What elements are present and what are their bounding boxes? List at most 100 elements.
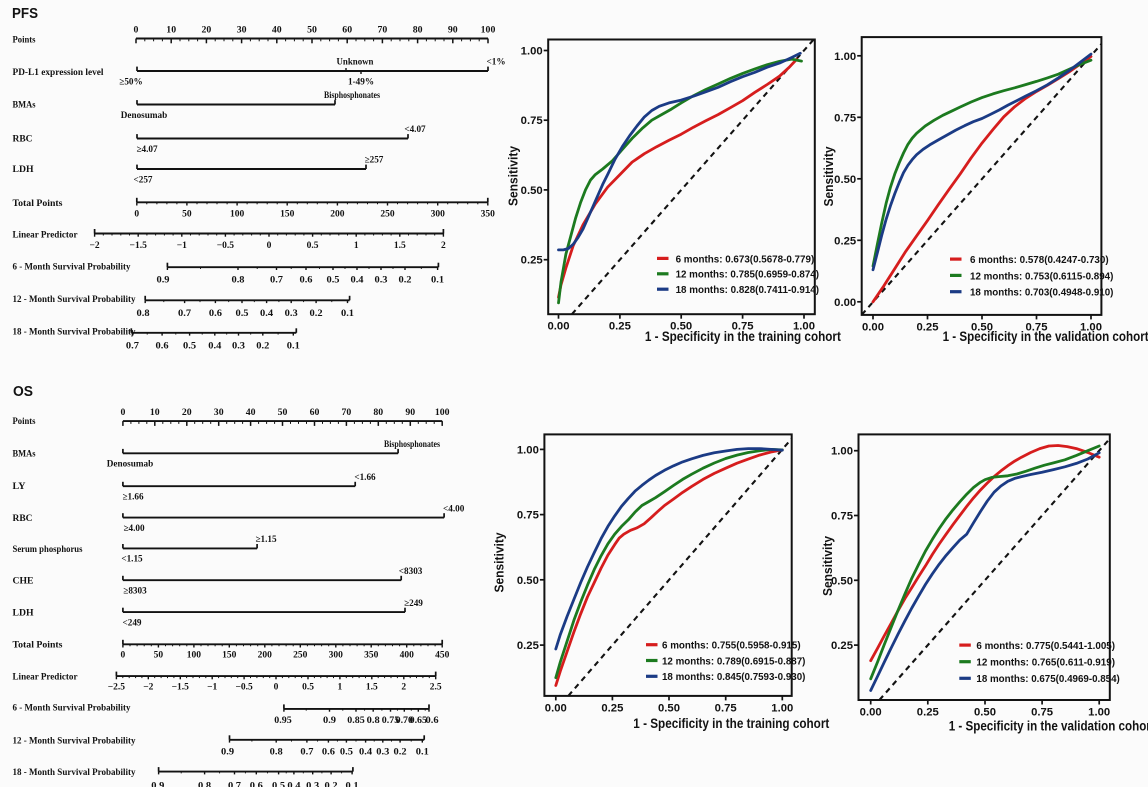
svg-text:<1%: <1% — [487, 57, 506, 67]
svg-text:1: 1 — [338, 683, 343, 693]
svg-text:0.75: 0.75 — [1026, 321, 1048, 333]
svg-text:70: 70 — [342, 407, 352, 418]
svg-text:1.00: 1.00 — [771, 702, 793, 714]
svg-text:1 - Specificity in the trainin: 1 - Specificity in the training cohort — [633, 716, 829, 731]
svg-text:Denosumab: Denosumab — [121, 110, 167, 120]
svg-text:200: 200 — [258, 651, 273, 661]
svg-text:0.1: 0.1 — [346, 782, 359, 788]
svg-text:<257: <257 — [133, 174, 152, 184]
svg-text:0.75: 0.75 — [521, 115, 543, 127]
svg-text:≥4.07: ≥4.07 — [136, 144, 158, 154]
svg-text:40: 40 — [246, 407, 256, 418]
svg-text:40: 40 — [272, 25, 282, 36]
svg-text:0.50: 0.50 — [971, 321, 993, 333]
svg-text:0: 0 — [134, 210, 139, 220]
svg-text:0.25: 0.25 — [917, 707, 939, 719]
svg-text:0.50: 0.50 — [670, 321, 692, 333]
svg-text:−2: −2 — [90, 241, 100, 251]
svg-text:Bisphosphonates: Bisphosphonates — [324, 90, 380, 100]
svg-text:0.5: 0.5 — [307, 241, 319, 251]
svg-text:60: 60 — [310, 407, 320, 418]
svg-text:90: 90 — [405, 407, 415, 418]
svg-text:Linear Predictor: Linear Predictor — [13, 672, 79, 682]
svg-text:0.5: 0.5 — [272, 782, 285, 788]
svg-text:350: 350 — [364, 651, 379, 661]
svg-text:0.50: 0.50 — [831, 575, 853, 587]
svg-text:LDH: LDH — [13, 608, 35, 618]
svg-text:0.00: 0.00 — [860, 707, 882, 719]
svg-text:0.9: 0.9 — [151, 782, 164, 788]
svg-text:450: 450 — [435, 651, 450, 661]
svg-text:50: 50 — [307, 25, 317, 36]
svg-text:0.5: 0.5 — [326, 276, 339, 286]
svg-text:0.75: 0.75 — [732, 321, 754, 333]
svg-text:Sensitivity: Sensitivity — [507, 146, 521, 206]
svg-text:0: 0 — [121, 651, 126, 661]
svg-text:18 months: 0.675(0.4969-0.854): 18 months: 0.675(0.4969-0.854) — [976, 674, 1119, 685]
svg-text:BMAs: BMAs — [13, 101, 36, 111]
svg-text:20: 20 — [202, 25, 212, 36]
svg-text:0.9: 0.9 — [156, 276, 169, 286]
svg-text:20: 20 — [182, 407, 192, 418]
svg-text:0.7: 0.7 — [300, 747, 313, 757]
svg-text:6 months: 0.578(0.4247-0.730): 6 months: 0.578(0.4247-0.730) — [970, 255, 1109, 266]
svg-text:0: 0 — [274, 683, 279, 693]
svg-text:OS: OS — [13, 384, 33, 400]
svg-text:<8303: <8303 — [399, 566, 423, 576]
svg-text:2: 2 — [441, 241, 446, 251]
svg-text:0.25: 0.25 — [517, 640, 539, 652]
svg-text:0.25: 0.25 — [917, 321, 939, 333]
svg-text:1 - Specificity in the trainin: 1 - Specificity in the training cohort — [645, 329, 841, 344]
svg-text:18 months: 0.828(0.7411-0.914): 18 months: 0.828(0.7411-0.914) — [676, 285, 819, 296]
svg-text:0.70: 0.70 — [396, 716, 414, 726]
svg-text:Linear Predictor: Linear Predictor — [13, 231, 79, 241]
svg-text:<4.07: <4.07 — [404, 124, 426, 134]
svg-text:<1.15: <1.15 — [121, 554, 143, 564]
svg-text:0: 0 — [120, 407, 125, 418]
svg-text:0.6: 0.6 — [250, 782, 263, 788]
svg-text:Total Points: Total Points — [13, 641, 63, 651]
svg-text:−0.5: −0.5 — [217, 241, 235, 251]
svg-text:0.00: 0.00 — [834, 297, 856, 309]
svg-text:90: 90 — [448, 25, 458, 36]
svg-text:0.75: 0.75 — [1031, 707, 1053, 719]
svg-text:0.95: 0.95 — [274, 716, 292, 726]
svg-text:0.50: 0.50 — [834, 174, 856, 186]
svg-text:0.8: 0.8 — [367, 716, 380, 726]
svg-text:1.00: 1.00 — [793, 321, 815, 333]
svg-text:≥249: ≥249 — [404, 598, 423, 608]
svg-text:0.25: 0.25 — [609, 321, 631, 333]
svg-text:0.7: 0.7 — [178, 309, 191, 319]
svg-text:1 - Specificity in the validat: 1 - Specificity in the validation cohort — [943, 329, 1148, 344]
svg-text:0.75: 0.75 — [517, 510, 539, 522]
svg-text:0.6: 0.6 — [322, 747, 335, 757]
svg-text:<249: <249 — [122, 617, 141, 627]
svg-text:0.6: 0.6 — [426, 716, 439, 726]
svg-text:1.00: 1.00 — [517, 444, 539, 456]
svg-text:0.8: 0.8 — [231, 276, 244, 286]
svg-text:1.00: 1.00 — [521, 46, 543, 58]
svg-text:0.50: 0.50 — [517, 575, 539, 587]
svg-text:0.25: 0.25 — [831, 640, 853, 652]
svg-text:150: 150 — [222, 651, 237, 661]
svg-text:150: 150 — [280, 210, 295, 220]
svg-text:LY: LY — [13, 482, 26, 492]
svg-text:6 months: 0.755(0.5958-0.915): 6 months: 0.755(0.5958-0.915) — [662, 641, 801, 652]
svg-text:≥1.15: ≥1.15 — [255, 534, 277, 544]
svg-text:1.00: 1.00 — [1080, 321, 1102, 333]
svg-text:−1.5: −1.5 — [130, 241, 148, 251]
svg-text:10: 10 — [150, 407, 160, 418]
svg-text:0.5: 0.5 — [302, 683, 314, 693]
svg-text:≥257: ≥257 — [365, 155, 384, 165]
svg-text:Points: Points — [13, 36, 36, 46]
svg-text:−0.5: −0.5 — [235, 683, 253, 693]
svg-text:250: 250 — [293, 651, 308, 661]
svg-text:0.5: 0.5 — [340, 747, 353, 757]
svg-text:70: 70 — [378, 25, 388, 36]
svg-text:350: 350 — [481, 210, 496, 220]
svg-text:0.1: 0.1 — [287, 341, 300, 351]
svg-text:0.25: 0.25 — [834, 235, 856, 247]
svg-text:−1.5: −1.5 — [172, 683, 190, 693]
svg-text:1 - Specificity in the validat: 1 - Specificity in the validation cohort — [949, 718, 1148, 733]
svg-text:80: 80 — [413, 25, 423, 36]
